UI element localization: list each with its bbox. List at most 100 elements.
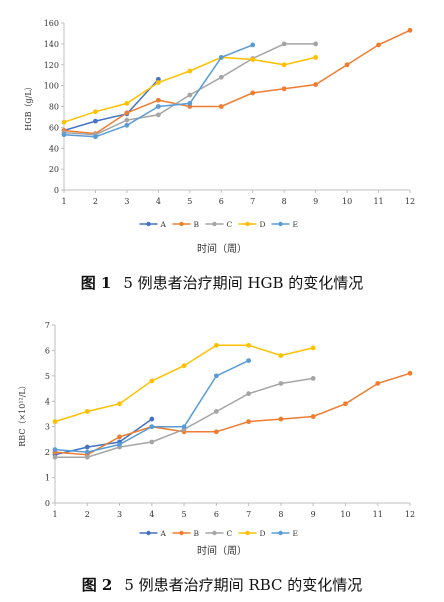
series-d-point [52,419,58,425]
legend-label: B [194,220,200,229]
x-tick-label: 9 [313,197,318,206]
y-tick-label: 80 [49,103,59,112]
x-tick-label: 1 [61,197,66,206]
legend-swatch-marker [245,530,250,536]
series-d-point [313,55,319,60]
series-e-point [93,134,98,140]
series-c-point [187,92,193,98]
x-tick-label: 4 [149,510,154,519]
legend-label: B [194,529,200,538]
series-b-point [310,414,316,419]
x-tick-label: 3 [124,197,129,206]
x-tick-label: 1 [52,510,57,519]
legend-swatch-marker [278,530,283,536]
series-e-point [250,42,256,48]
y-axis-label: RBC（×10¹²/L） [18,381,27,446]
legend-swatch-marker [146,530,151,536]
x-tick-label: 11 [373,510,383,519]
series-d-point [155,80,161,85]
legend-swatch-marker [212,530,217,536]
series-b-point [250,90,256,96]
series-b-point [246,419,252,425]
y-tick-label: 140 [44,40,59,49]
x-tick-label: 8 [278,510,283,519]
series-d-point [187,68,193,74]
series-e-point [84,449,90,455]
series-a-line [54,418,153,456]
series-b-point [124,110,130,116]
series-b-line [63,29,411,135]
series-d-point [181,363,187,369]
series-c-point [155,112,161,118]
x-tick-label: 8 [282,197,287,206]
legend-label: C [227,529,233,538]
figure-1-caption: 图 1 5 例患者治疗期间 HGB 的变化情况 [0,272,444,293]
series-d-point [124,100,130,106]
y-tick-label: 160 [44,19,59,28]
y-tick-label: 100 [44,82,59,91]
legend-swatch-marker [179,530,184,536]
figure-2-number: 图 2 [81,576,113,594]
y-tick-label: 2 [45,448,50,457]
legend-swatch-marker [212,221,217,227]
series-b-line [54,372,411,456]
series-a-point [84,444,90,450]
x-tick-label: 10 [340,510,350,519]
series-b-point [117,434,122,440]
series-b-point [407,370,413,376]
legend-swatch-marker [179,221,184,227]
x-tick-label: 7 [246,510,251,519]
x-tick-label: 2 [93,197,98,206]
legend-label: D [260,529,266,538]
series-c-point [218,74,224,80]
series-c-point [84,454,90,460]
y-tick-label: 3 [45,423,50,432]
series-a-point [93,118,98,124]
series-c-point [313,41,319,47]
series-d-point [246,342,252,348]
series-c-point [52,454,58,460]
series-e-line [54,359,249,453]
series-d-point [250,57,256,62]
y-tick-label: 0 [54,186,59,195]
series-e-point [155,104,161,109]
legend-label: E [293,529,298,538]
series-c-point [246,391,252,397]
x-tick-label: 11 [373,197,383,206]
x-tick-label: 5 [187,197,192,206]
series-a-point [149,416,155,422]
series-e-point [61,132,67,138]
series-c-point [281,41,287,47]
series-d-point [84,409,90,414]
series-a-line [63,78,159,132]
series-d-line [54,344,314,423]
legend-swatch-marker [245,221,250,227]
y-tick-label: 0 [45,499,50,508]
series-d-point [93,109,98,115]
series-c-point [278,381,284,386]
series-e-point [246,358,252,363]
x-tick-label: 9 [311,510,316,519]
series-b-point [281,86,287,92]
legend-label: E [293,220,298,229]
series-c-point [124,117,130,123]
series-d-point [117,401,122,407]
y-tick-label: 7 [45,321,50,330]
x-tick-label: 12 [405,197,415,206]
series-b-point [376,42,381,48]
y-tick-label: 40 [49,144,59,153]
y-tick-label: 4 [45,397,50,406]
legend-label: D [260,220,266,229]
x-tick-label: 4 [156,197,161,206]
x-axis-label: 时间（周） [197,544,247,557]
series-d-point [213,342,219,348]
figure-1-title: 5 例患者治疗期间 HGB 的变化情况 [123,274,364,292]
series-e-point [213,373,219,379]
y-tick-label: 20 [49,165,59,174]
x-tick-label: 3 [117,510,122,519]
x-tick-label: 5 [182,510,187,519]
figure-2-title: 5 例患者治疗期间 RBC 的变化情况 [124,576,363,594]
series-e-point [149,424,155,430]
